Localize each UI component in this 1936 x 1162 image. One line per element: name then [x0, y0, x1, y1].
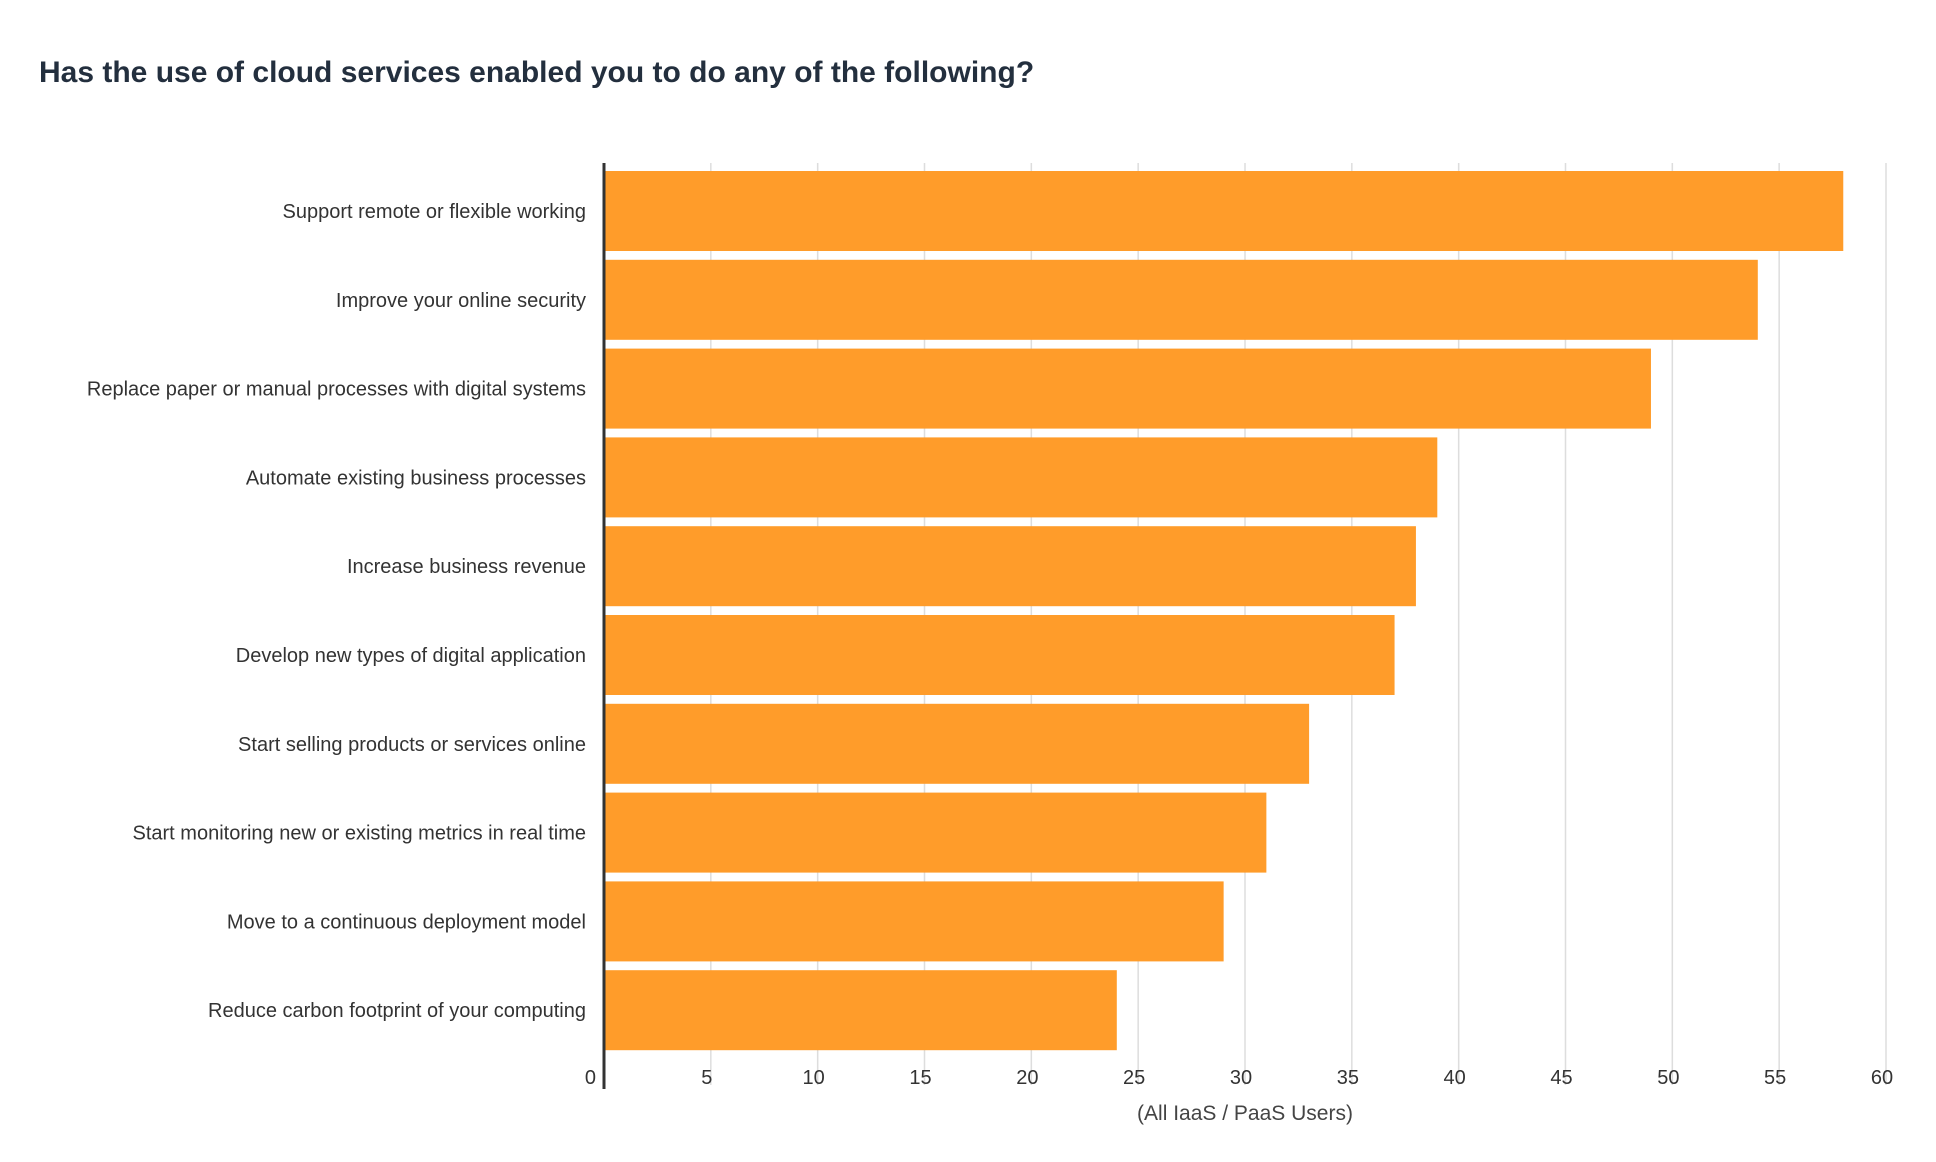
x-tick-label: 45: [1550, 1067, 1572, 1089]
category-label: Replace paper or manual processes with d…: [87, 379, 586, 401]
category-label: Automate existing business processes: [246, 467, 586, 489]
category-label: Improve your online security: [336, 290, 586, 312]
bar: [604, 526, 1416, 607]
x-tick-label: 5: [701, 1067, 712, 1089]
bar: [604, 171, 1844, 251]
bar: [604, 703, 1310, 784]
x-tick-label: 55: [1764, 1067, 1786, 1089]
x-tick-label: 30: [1230, 1067, 1252, 1089]
x-tick-label: 50: [1657, 1067, 1679, 1089]
x-tick-label: 25: [1123, 1067, 1145, 1089]
chart-title: Has the use of cloud services enabled yo…: [39, 56, 1035, 89]
x-axis-title: (All IaaS / PaaS Users): [1137, 1102, 1353, 1125]
bar: [604, 792, 1267, 873]
category-label: Start monitoring new or existing metrics…: [133, 823, 587, 845]
bar: [604, 437, 1438, 518]
x-tick-label: 60: [1871, 1067, 1893, 1089]
bars: [604, 171, 1844, 1051]
bar: [604, 615, 1395, 695]
x-tick-label: 35: [1337, 1067, 1359, 1089]
bar: [604, 259, 1758, 340]
category-label: Develop new types of digital application: [236, 645, 586, 667]
category-label: Move to a continuous deployment model: [227, 911, 586, 933]
bar: [604, 881, 1224, 962]
category-labels: Support remote or flexible working Improv…: [87, 201, 586, 1022]
x-tick-labels: 0 5 10 15 20 25 30 35 40 45 50 55 60: [585, 1067, 1893, 1089]
x-tick-label: 40: [1444, 1067, 1466, 1089]
category-label: Increase business revenue: [347, 556, 586, 578]
category-label: Reduce carbon footprint of your computin…: [208, 1000, 586, 1022]
category-label: Start selling products or services onlin…: [238, 734, 586, 756]
x-tick-label: 10: [803, 1067, 825, 1089]
category-label: Support remote or flexible working: [283, 201, 586, 223]
bar: [604, 970, 1117, 1051]
x-tick-label: 20: [1016, 1067, 1038, 1089]
x-tick-label: 0: [585, 1067, 596, 1089]
x-tick-label: 15: [909, 1067, 931, 1089]
bar: [604, 348, 1651, 429]
